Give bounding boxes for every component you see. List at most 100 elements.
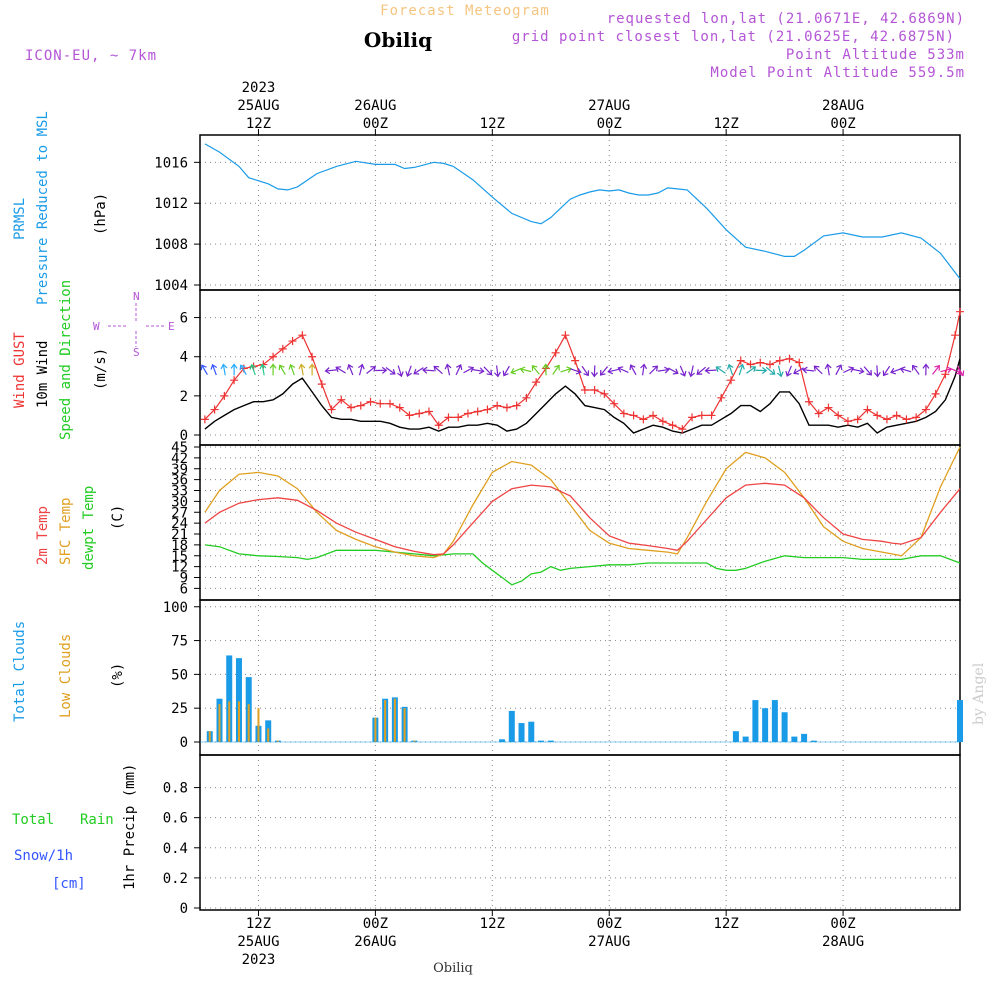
top-time-label: 25AUG <box>237 98 279 114</box>
arrow-shaft <box>828 365 830 375</box>
wind-direction-arrow <box>199 364 210 377</box>
pressure-legend: PRMSL Pressure Reduced to MSL (hPa) <box>12 111 109 305</box>
wind-direction-arrow <box>501 365 512 378</box>
gust-marker <box>708 411 716 419</box>
gust-marker <box>795 359 803 367</box>
arrow-shaft <box>386 367 394 373</box>
bottom-time-label: 12Z <box>246 916 271 932</box>
pressure-msl-label: Pressure Reduced to MSL <box>35 111 51 305</box>
wind-direction-arrow <box>510 366 522 376</box>
low-cloud-bar <box>267 728 269 742</box>
total-cloud-bar <box>752 700 758 742</box>
y-tick-label: 1004 <box>154 278 188 294</box>
wind-direction-arrow <box>628 364 639 377</box>
gust-marker <box>483 406 491 414</box>
low-cloud-bar <box>218 704 220 742</box>
wind-direction-arrow <box>640 364 647 376</box>
y-tick-label: 1008 <box>154 237 188 253</box>
gust-marker <box>639 415 647 423</box>
temp-2m-label: 2m Temp <box>35 506 51 565</box>
wind-direction-arrow <box>842 365 855 375</box>
wind-direction-arrow <box>647 364 659 376</box>
total-cloud-bar <box>528 722 534 742</box>
forecast-title: Forecast Meteogram <box>380 3 550 19</box>
arrow-shaft <box>601 367 607 375</box>
total-cloud-bar <box>772 700 778 742</box>
wind-direction-arrow <box>309 364 315 375</box>
bottom-time-label: 00Z <box>597 916 622 932</box>
top-time-label: 27AUG <box>588 98 630 114</box>
total-cloud-bar <box>509 711 515 742</box>
gust-marker <box>698 411 706 419</box>
wind-direction-arrow <box>530 364 542 376</box>
precip-unit-label: 1hr Precip (mm) <box>122 764 138 890</box>
wind-direction-arrow <box>591 365 598 376</box>
gust-marker <box>591 386 599 394</box>
arrow-shaft <box>553 366 559 374</box>
location-title: Obiliq <box>364 28 432 52</box>
y-tick-label: 25 <box>171 701 188 717</box>
arrow-shaft <box>643 365 644 375</box>
arrow-shaft <box>804 370 814 371</box>
arrow-shaft <box>533 367 539 375</box>
wind-direction-arrow <box>705 367 716 374</box>
gust-marker <box>308 353 316 361</box>
gust-marker <box>367 398 375 406</box>
wind-direction-arrow <box>220 364 228 376</box>
wind-direction-arrow <box>298 364 306 376</box>
wind-direction-arrow <box>210 364 219 376</box>
arrow-shaft <box>280 366 285 375</box>
gust-marker <box>581 386 589 394</box>
wind-direction-arrow <box>444 364 452 376</box>
precip-total-label: Total <box>12 812 54 828</box>
precip-cm-label: [cm] <box>52 876 86 892</box>
arrow-shaft <box>884 366 889 374</box>
temp-sfc-label: SFC Temp <box>58 498 74 565</box>
wind-direction-arrow <box>472 367 484 375</box>
wind-direction-arrow <box>812 364 824 376</box>
cloud-legend: Total Clouds Low Clouds (%) <box>12 621 126 722</box>
wind-direction-arrow <box>550 364 561 376</box>
arrow-shaft <box>658 370 668 371</box>
wind-direction-arrow <box>288 364 297 376</box>
gust-marker <box>785 355 793 363</box>
gust-marker <box>727 376 735 384</box>
panel-frame <box>200 600 960 755</box>
wind-direction-arrow <box>277 364 288 377</box>
wind-direction-arrow <box>375 367 386 373</box>
arrow-shaft <box>484 367 491 374</box>
panel-frame <box>200 755 960 910</box>
gust-marker <box>386 400 394 408</box>
gust-marker <box>669 421 677 429</box>
bottom-time-label: 2023 <box>242 952 276 968</box>
dewpt-series-line <box>205 545 960 585</box>
model-altitude: Model Point Altitude 559.5m <box>710 65 965 81</box>
wind-gust-label: Wind GUST <box>12 332 28 408</box>
y-tick-label: 4 <box>180 350 188 366</box>
pressure-unit-label: (hPa) <box>93 193 109 235</box>
total-cloud-bar <box>791 737 797 742</box>
top-time-label: 28AUG <box>822 98 864 114</box>
gust-marker <box>951 331 959 339</box>
total-cloud-bar <box>782 712 788 742</box>
arrow-shaft <box>594 365 595 375</box>
y-tick-label: 0 <box>180 901 188 917</box>
arrow-shaft <box>202 366 207 375</box>
arrow-shaft <box>631 366 636 375</box>
arrow-shaft <box>864 367 871 375</box>
arrow-shaft <box>367 367 375 373</box>
wind-direction-arrow <box>259 364 267 376</box>
wind-direction-arrow <box>617 365 629 375</box>
low-cloud-bar <box>209 731 211 742</box>
arrow-shaft <box>424 370 434 371</box>
gust-marker <box>493 402 501 410</box>
wind-direction-arrow <box>715 365 727 376</box>
low-cloud-bar <box>228 701 230 742</box>
wind-direction-arrow <box>874 365 881 376</box>
wind-direction-arrow <box>900 366 912 375</box>
model-name: ICON-EU, ~ 7km <box>25 48 157 64</box>
arrow-shaft <box>717 368 725 374</box>
wind-direction-arrow <box>560 366 572 375</box>
low-cloud-bar <box>394 699 396 742</box>
